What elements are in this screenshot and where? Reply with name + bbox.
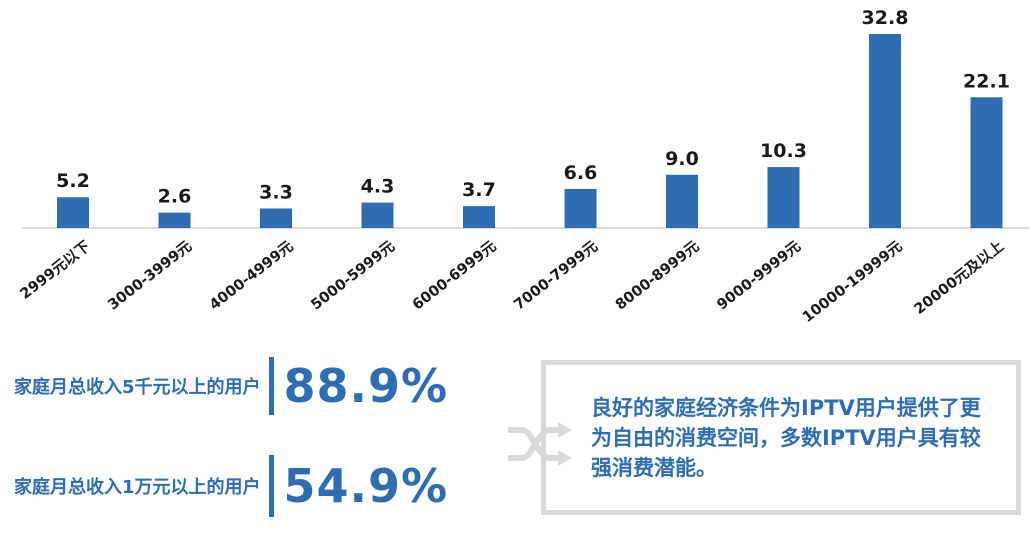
bar-3	[361, 202, 394, 228]
stat-5k-plus-label: 家庭月总收入5千元以上的用户	[14, 377, 261, 398]
value-label-3: 4.3	[361, 176, 395, 198]
value-label-7: 10.3	[760, 140, 807, 162]
value-label-4: 3.7	[462, 179, 496, 201]
category-label-9: 20000元及以上	[911, 237, 1007, 317]
value-label-6: 9.0	[665, 148, 699, 170]
category-label-0: 2999元以下	[17, 238, 94, 303]
bar-4	[463, 206, 495, 228]
stat-10k-plus: 家庭月总收入1万元以上的用户 54.9%	[14, 455, 448, 517]
value-label-8: 32.8	[862, 7, 909, 29]
bar-9	[970, 97, 1003, 228]
value-labels-group: 5.2 2.6 3.3 4.3 3.7 6.6 9.0 10.3 32.8 22.1	[56, 7, 1010, 208]
income-bar-chart: 5.2 2.6 3.3 4.3 3.7 6.6 9.0 10.3 32.8 22.1 2999元以…	[17, 7, 1030, 326]
value-label-5: 6.6	[564, 162, 598, 184]
category-label-4: 6000-6999元	[409, 237, 500, 313]
bar-8	[869, 34, 901, 228]
stat-divider	[268, 357, 274, 415]
category-label-7: 9000-9999元	[714, 237, 805, 313]
bar-7	[767, 167, 800, 228]
summary-text: 良好的家庭经济条件为IPTV用户提供了更为自由的消费空间，多数IPTV用户具有较…	[591, 395, 981, 480]
category-label-3: 5000-5999元	[308, 237, 399, 313]
bars-group	[57, 34, 1003, 228]
bar-5	[564, 188, 597, 228]
value-label-0: 5.2	[56, 170, 90, 192]
bar-0	[57, 197, 89, 228]
shuffle-arrows-icon	[508, 422, 572, 466]
bar-2	[260, 208, 292, 228]
stat-divider	[268, 455, 274, 517]
bar-6	[666, 174, 698, 228]
category-label-8: 10000-19999元	[799, 237, 906, 325]
category-label-6: 8000-8999元	[612, 237, 703, 313]
stat-5k-plus: 家庭月总收入5千元以上的用户 88.9%	[14, 357, 448, 415]
value-label-2: 3.3	[259, 181, 293, 203]
value-label-1: 2.6	[158, 186, 192, 208]
stat-10k-plus-value: 54.9%	[283, 459, 449, 513]
bar-1	[158, 212, 191, 228]
summary-box: 良好的家庭经济条件为IPTV用户提供了更为自由的消费空间，多数IPTV用户具有较…	[541, 360, 1021, 515]
value-label-9: 22.1	[963, 70, 1010, 92]
category-label-1: 3000-3999元	[105, 237, 196, 313]
category-labels-group: 2999元以下 3000-3999元 4000-4999元 5000-5999元 600…	[17, 237, 1007, 325]
category-label-5: 7000-7999元	[511, 237, 602, 313]
category-label-2: 4000-4999元	[206, 237, 297, 313]
stat-10k-plus-label: 家庭月总收入1万元以上的用户	[14, 477, 261, 498]
stat-5k-plus-value: 88.9%	[283, 359, 449, 413]
